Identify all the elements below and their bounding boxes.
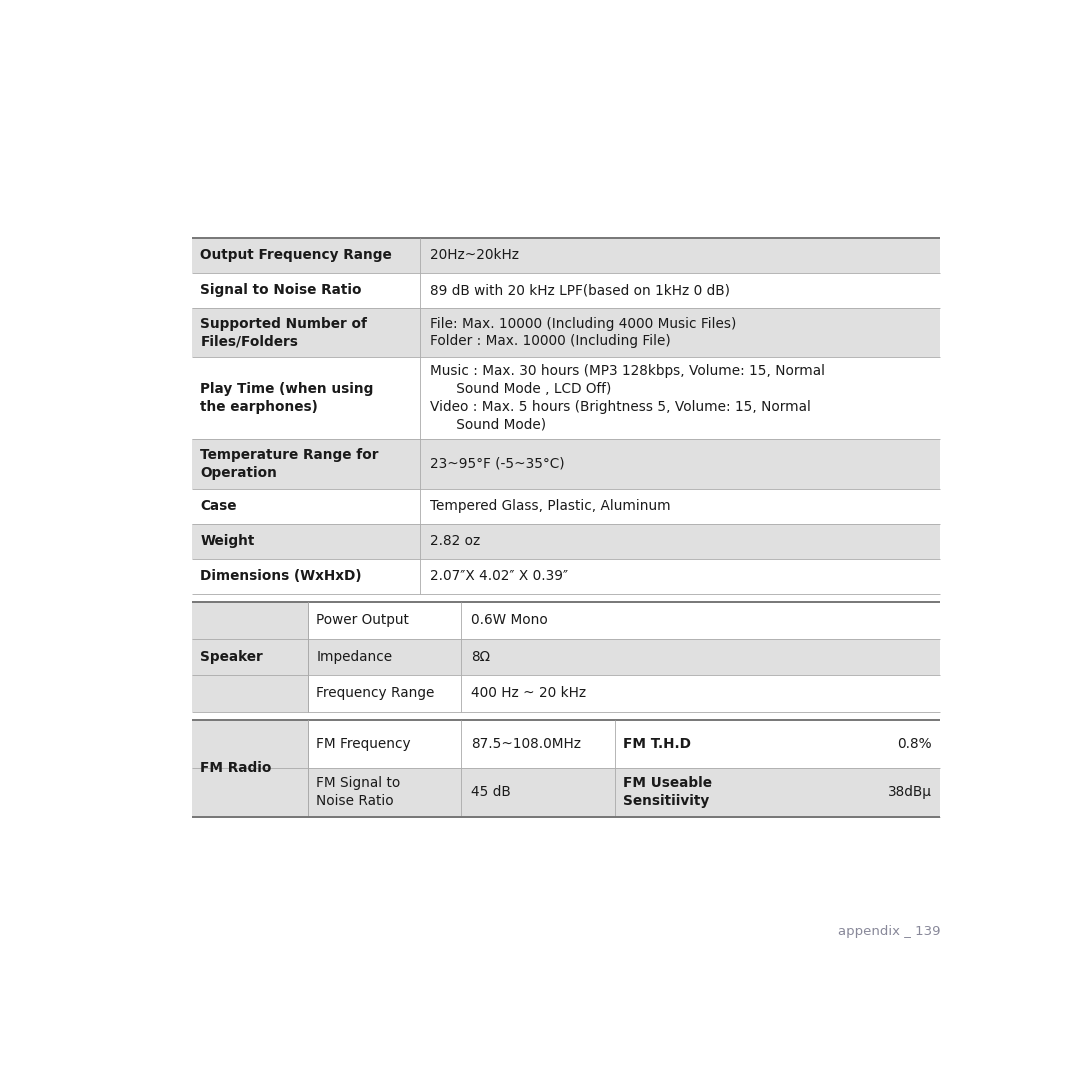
Bar	[192, 720, 308, 816]
Text: 23~95°F (-5~35°C): 23~95°F (-5~35°C)	[430, 457, 565, 471]
Text: 2.82 oz: 2.82 oz	[430, 535, 481, 549]
Text: 45 dB: 45 dB	[471, 785, 511, 799]
Text: 87.5~108.0MHz: 87.5~108.0MHz	[471, 738, 581, 752]
Text: Tempered Glass, Plastic, Aluminum: Tempered Glass, Plastic, Aluminum	[430, 499, 671, 513]
Text: 8Ω: 8Ω	[471, 650, 490, 664]
Text: Temperature Range for
Operation: Temperature Range for Operation	[200, 448, 379, 480]
Bar	[192, 558, 941, 594]
Text: FM Useable
Sensitiivity: FM Useable Sensitiivity	[623, 777, 712, 808]
Bar	[192, 602, 941, 638]
Bar	[192, 489, 941, 524]
Bar	[192, 675, 941, 712]
Bar	[192, 357, 941, 438]
Text: FM Signal to
Noise Ratio: FM Signal to Noise Ratio	[316, 777, 401, 808]
Text: Output Frequency Range: Output Frequency Range	[200, 248, 392, 262]
Text: 89 dB with 20 kHz LPF(based on 1kHz 0 dB): 89 dB with 20 kHz LPF(based on 1kHz 0 dB…	[430, 283, 730, 297]
Bar	[192, 768, 941, 816]
Text: Weight: Weight	[200, 535, 255, 549]
Text: Frequency Range: Frequency Range	[316, 687, 434, 701]
Text: Speaker: Speaker	[200, 650, 264, 664]
Bar	[192, 524, 941, 558]
Bar	[192, 238, 941, 272]
Text: FM Frequency: FM Frequency	[316, 738, 410, 752]
Bar	[192, 308, 941, 357]
Text: Impedance: Impedance	[316, 650, 392, 664]
Text: 38dBμ: 38dBμ	[888, 785, 932, 799]
Text: Power Output: Power Output	[316, 613, 409, 627]
Text: 400 Hz ~ 20 kHz: 400 Hz ~ 20 kHz	[471, 687, 586, 701]
Bar	[192, 720, 941, 768]
Text: 0.6W Mono: 0.6W Mono	[471, 613, 548, 627]
Text: Signal to Noise Ratio: Signal to Noise Ratio	[200, 283, 362, 297]
Text: Music : Max. 30 hours (MP3 128kbps, Volume: 15, Normal
      Sound Mode , LCD Of: Music : Max. 30 hours (MP3 128kbps, Volu…	[430, 364, 825, 432]
Bar	[192, 272, 941, 308]
Text: File: Max. 10000 (Including 4000 Music Files)
Folder : Max. 10000 (Including Fil: File: Max. 10000 (Including 4000 Music F…	[430, 316, 737, 349]
Text: Play Time (when using
the earphones): Play Time (when using the earphones)	[200, 382, 374, 414]
Text: Case: Case	[200, 499, 237, 513]
Text: FM T.H.D: FM T.H.D	[623, 738, 691, 752]
Text: Dimensions (WxHxD): Dimensions (WxHxD)	[200, 569, 362, 583]
Text: 2.07″X 4.02″ X 0.39″: 2.07″X 4.02″ X 0.39″	[430, 569, 568, 583]
Bar	[192, 438, 941, 489]
Text: Supported Number of
Files/Folders: Supported Number of Files/Folders	[200, 316, 367, 349]
Text: appendix _ 139: appendix _ 139	[838, 924, 941, 937]
Text: FM Radio: FM Radio	[200, 761, 272, 775]
Text: 20Hz~20kHz: 20Hz~20kHz	[430, 248, 519, 262]
Bar	[192, 602, 308, 712]
Text: 0.8%: 0.8%	[897, 738, 932, 752]
Bar	[192, 638, 941, 675]
